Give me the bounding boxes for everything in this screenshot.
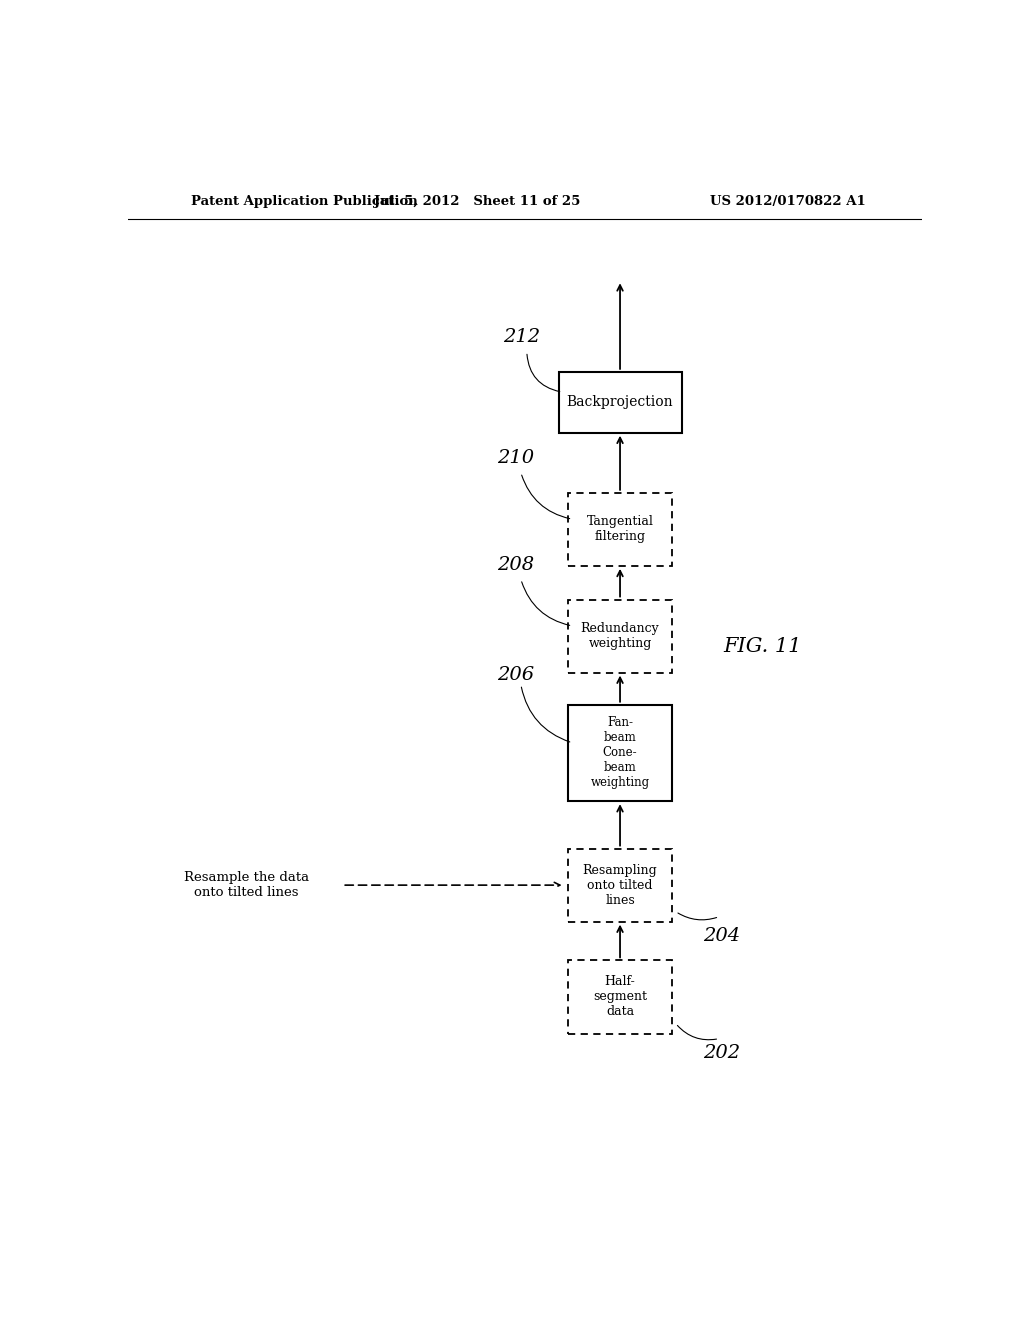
Text: 204: 204 (703, 927, 740, 945)
Text: Redundancy
weighting: Redundancy weighting (581, 622, 659, 651)
Text: Patent Application Publication: Patent Application Publication (191, 194, 418, 207)
Text: 206: 206 (497, 667, 535, 684)
Text: US 2012/0170822 A1: US 2012/0170822 A1 (711, 194, 866, 207)
Text: Jul. 5, 2012   Sheet 11 of 25: Jul. 5, 2012 Sheet 11 of 25 (374, 194, 581, 207)
Text: Half-
segment
data: Half- segment data (593, 975, 647, 1019)
Text: Backprojection: Backprojection (566, 395, 674, 409)
Text: FIG. 11: FIG. 11 (724, 636, 802, 656)
Text: Tangential
filtering: Tangential filtering (587, 515, 653, 544)
Text: 212: 212 (503, 329, 540, 346)
Bar (568, 599, 672, 673)
Text: 210: 210 (497, 449, 535, 467)
Text: Resample the data
onto tilted lines: Resample the data onto tilted lines (183, 871, 308, 899)
Text: Fan-
beam
Cone-
beam
weighting: Fan- beam Cone- beam weighting (591, 717, 649, 789)
Bar (558, 372, 682, 433)
Bar (568, 961, 672, 1034)
Text: Resampling
onto tilted
lines: Resampling onto tilted lines (583, 863, 657, 907)
Text: 208: 208 (497, 556, 535, 574)
Bar (568, 849, 672, 921)
Bar (568, 705, 672, 801)
Bar (568, 492, 672, 566)
Text: 202: 202 (703, 1044, 740, 1061)
